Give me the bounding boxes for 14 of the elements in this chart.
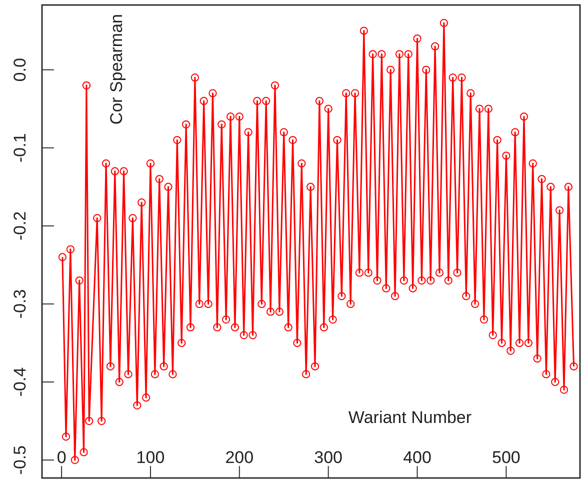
y-axis-title: Cor Spearman [107,14,126,125]
y-tick-label: -0.3 [10,289,30,319]
x-tick-label: 300 [314,448,343,467]
y-tick-label: -0.5 [10,445,30,475]
x-tick-label: 500 [492,448,520,467]
y-tick-label: -0.4 [10,367,30,397]
y-tick-label: -0.1 [10,133,30,162]
x-tick-label: 0 [56,448,66,467]
y-tick-label: 0.0 [10,58,30,82]
y-tick-label: -0.2 [10,211,30,241]
x-tick-label: 100 [136,448,165,467]
x-tick-label: 400 [403,448,432,467]
x-tick-label: 200 [225,448,254,467]
x-axis-title: Wariant Number [348,408,472,427]
